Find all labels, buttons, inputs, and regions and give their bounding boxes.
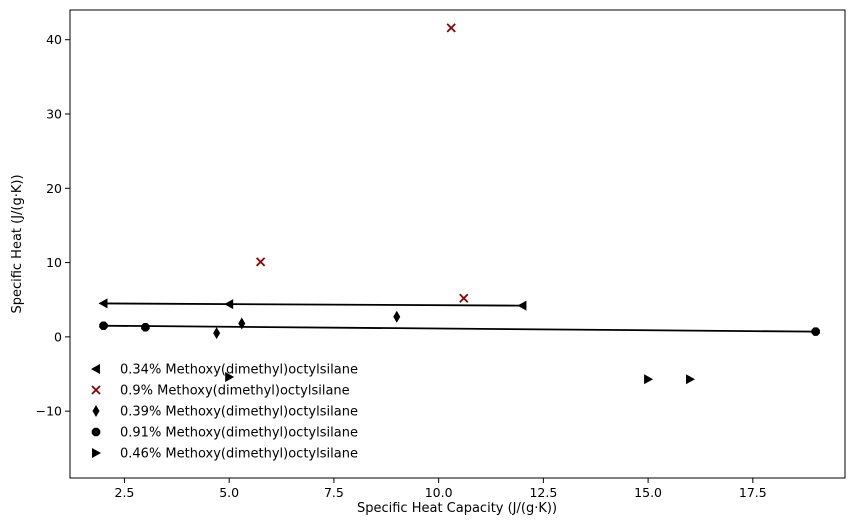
- x-tick-label: 10.0: [425, 485, 453, 500]
- x-tick-label: 2.5: [115, 485, 135, 500]
- legend-marker: [91, 364, 100, 374]
- x-tick-label: 12.5: [529, 485, 557, 500]
- legend-marker: [91, 427, 101, 437]
- y-tick-label: 20: [46, 181, 62, 196]
- data-point: [224, 299, 234, 310]
- plot-frame: [69, 9, 846, 479]
- data-point: [446, 23, 456, 33]
- data-point: [459, 293, 469, 303]
- y-axis-label: Specific Heat (J/(g·K)): [10, 174, 25, 313]
- legend-entry-label: 0.34% Methoxy(dimethyl)octylsilane: [120, 363, 358, 378]
- y-tick-label: 10: [46, 255, 62, 270]
- series-line: [103, 324, 816, 333]
- data-point: [213, 327, 221, 340]
- y-tick-label: 40: [46, 32, 62, 47]
- x-axis-label: Specific Heat Capacity (J/(g·K)): [357, 501, 557, 516]
- series-line: [103, 302, 523, 307]
- legend-entry-label: 0.91% Methoxy(dimethyl)octylsilane: [120, 426, 358, 441]
- data-point: [99, 321, 108, 330]
- data-point: [225, 371, 235, 382]
- marks-layer: [98, 23, 820, 385]
- data-point: [686, 374, 695, 385]
- x-tick-label: 17.5: [739, 485, 767, 500]
- data-point: [141, 322, 150, 332]
- x-tick-label: 15.0: [634, 485, 662, 500]
- legend: 0.34% Methoxy(dimethyl)octylsilane 0.9% M…: [91, 363, 358, 462]
- data-point: [517, 300, 527, 311]
- y-tick-label: −10: [36, 404, 62, 419]
- data-point: [644, 374, 654, 385]
- x-tick-label: 5.0: [219, 485, 239, 500]
- legend-marker: [92, 405, 100, 417]
- data-point: [255, 257, 266, 267]
- x-tick-label: 7.5: [324, 485, 344, 500]
- y-tick-label: 30: [46, 107, 62, 122]
- y-tick-label: 0: [54, 329, 62, 344]
- ticks-layer: 2.5 5.0 7.5 10.0 12.5 15.0 17.5 −10 0 10 20 30 40: [36, 32, 767, 500]
- data-point: [811, 327, 820, 336]
- data-point: [98, 298, 108, 309]
- legend-entry-label: 0.39% Methoxy(dimethyl)octylsilane: [120, 405, 358, 420]
- legend-marker: [91, 385, 101, 395]
- legend-entry-label: 0.46% Methoxy(dimethyl)octylsilane: [120, 447, 358, 462]
- legend-marker: [92, 448, 101, 458]
- legend-entry-label: 0.9% Methoxy(dimethyl)octylsilane: [120, 384, 350, 399]
- data-point: [393, 310, 401, 323]
